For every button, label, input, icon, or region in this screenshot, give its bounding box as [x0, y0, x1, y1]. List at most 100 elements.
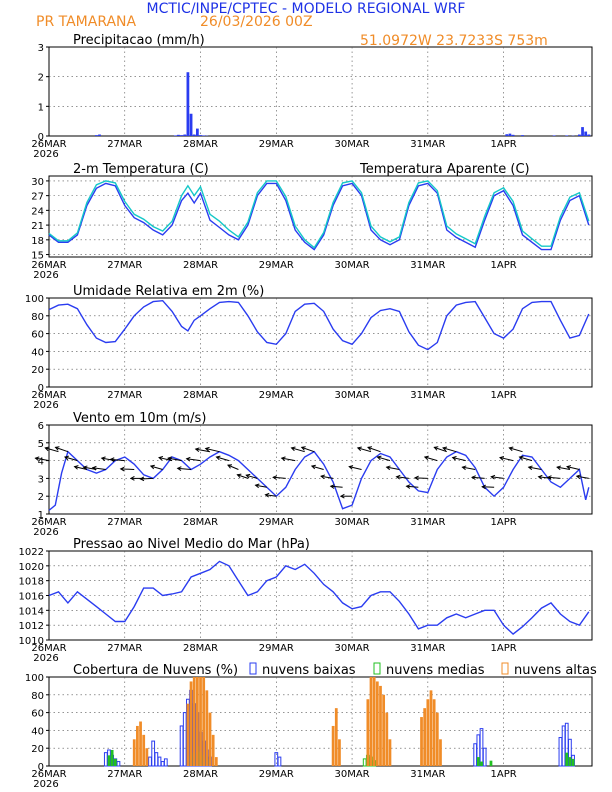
wind-vector-head — [54, 446, 60, 451]
bar-nuvens-altas — [145, 748, 149, 766]
bar-Precipitacao — [98, 134, 101, 136]
y-tick-label: 18 — [31, 236, 44, 247]
bar-Precipitacao — [189, 113, 193, 136]
bar-nuvens-altas — [439, 739, 442, 766]
y-tick-label: 100 — [25, 294, 44, 305]
y-tick-label: 3 — [38, 43, 44, 54]
wind-vector — [349, 466, 362, 470]
x-tick-label: 26MAR — [31, 139, 66, 150]
y-tick-label: 1020 — [19, 562, 44, 573]
wind-vector — [265, 494, 277, 497]
wind-vector — [386, 466, 400, 470]
wind-vector-head — [236, 473, 242, 479]
series-line-1 — [48, 450, 590, 511]
wind-vector-head — [139, 476, 145, 482]
bar-nuvens-altas — [379, 685, 382, 766]
wind-vector-head — [119, 466, 125, 472]
wind-vector — [255, 484, 267, 488]
wind-vector-head — [158, 456, 164, 461]
x-tick-label: 28MAR — [183, 517, 218, 528]
wind-vector — [462, 466, 476, 470]
wind-vector-head — [566, 465, 572, 470]
wind-vector-head — [423, 455, 429, 461]
y-tick-label: 80 — [31, 691, 44, 702]
panel-title: Cobertura de Nuvens (%) — [73, 663, 238, 678]
x-tick-label: 31MAR — [410, 517, 445, 528]
x-tick-label: 26MAR — [31, 260, 66, 271]
bar-Precipitacao — [505, 134, 509, 136]
bar-Precipitacao — [192, 134, 196, 136]
wind-vector-head — [264, 492, 270, 498]
wind-vector-head — [490, 474, 496, 480]
wind-vector — [557, 466, 570, 470]
wind-vector — [205, 448, 220, 453]
x-tick-label: 27MAR — [107, 139, 142, 150]
wind-vector-head — [109, 457, 115, 462]
wind-vector-head — [348, 465, 354, 470]
bar-nuvens-baixas — [182, 712, 187, 767]
x-tick-label: 26MAR — [31, 643, 66, 654]
bar-nuvens-medias — [113, 758, 117, 766]
wind-vector-head — [100, 456, 106, 462]
bar-nuvens-altas — [195, 677, 199, 766]
x-tick-label: 30MAR — [334, 769, 369, 780]
wind-vector — [167, 457, 182, 462]
y-tick-label: 21 — [31, 221, 44, 232]
wind-vector-head — [245, 473, 251, 479]
bar-Precipitacao — [195, 128, 199, 136]
wind-vector-head — [471, 475, 476, 480]
wind-vector — [452, 457, 466, 462]
legend-swatch — [501, 662, 509, 675]
y-tick-label: 40 — [31, 726, 44, 737]
wind-vector — [321, 475, 334, 479]
x-tick-label: 1APR — [491, 769, 517, 780]
x-tick-label: 30MAR — [334, 517, 369, 528]
bar-nuvens-baixas — [482, 747, 487, 767]
bar-Precipitacao — [94, 135, 98, 136]
bar-nuvens-altas — [139, 721, 142, 766]
y-tick-label: 24 — [31, 206, 44, 217]
wind-vector — [64, 456, 78, 462]
bar-nuvens-medias — [568, 757, 572, 766]
y-tick-label: 40 — [31, 347, 44, 358]
wind-vector-head — [290, 446, 296, 452]
y-tick-label: 0 — [38, 383, 44, 394]
wind-vector — [101, 457, 116, 462]
chart-title: MCTIC/INPE/CPTEC - MODELO REGIONAL WRF — [147, 1, 466, 17]
location-label: PR TAMARANA — [36, 14, 137, 30]
bar-Precipitacao — [521, 135, 524, 136]
bar-nuvens-medias — [110, 749, 114, 766]
wind-vector — [357, 447, 372, 453]
bar-nuvens-medias — [571, 758, 575, 766]
bar-nuvens-baixas — [561, 725, 566, 767]
y-tick-label: 3 — [38, 474, 44, 485]
wind-vector-head — [280, 456, 286, 462]
y-tick-label: 2 — [38, 492, 44, 503]
wind-vector-head — [34, 456, 40, 462]
bar-nuvens-baixas — [148, 756, 152, 767]
series-line-1 — [48, 299, 590, 351]
wind-vector-head — [405, 484, 411, 489]
bar-Precipitacao — [581, 127, 584, 136]
y-tick-label: 2 — [38, 73, 44, 84]
wind-vector — [45, 447, 59, 453]
series-line-1 — [48, 182, 590, 251]
panel-frame — [48, 424, 593, 515]
wind-vector-head — [376, 455, 382, 461]
wind-vector-head — [91, 465, 97, 471]
bar-Precipitacao — [508, 133, 512, 136]
bar-nuvens-medias — [489, 760, 493, 766]
x-tick-label: 27MAR — [107, 769, 142, 780]
bar-nuvens-altas — [186, 703, 190, 766]
x-tick-label: 28MAR — [183, 643, 218, 654]
bar-nuvens-altas — [214, 757, 218, 766]
bar-nuvens-altas — [366, 699, 370, 766]
run-date-label: 26/03/2026 00Z — [200, 14, 313, 30]
bar-nuvens-altas — [420, 717, 423, 766]
bar-nuvens-altas — [132, 739, 136, 766]
bar-nuvens-altas — [208, 712, 212, 766]
